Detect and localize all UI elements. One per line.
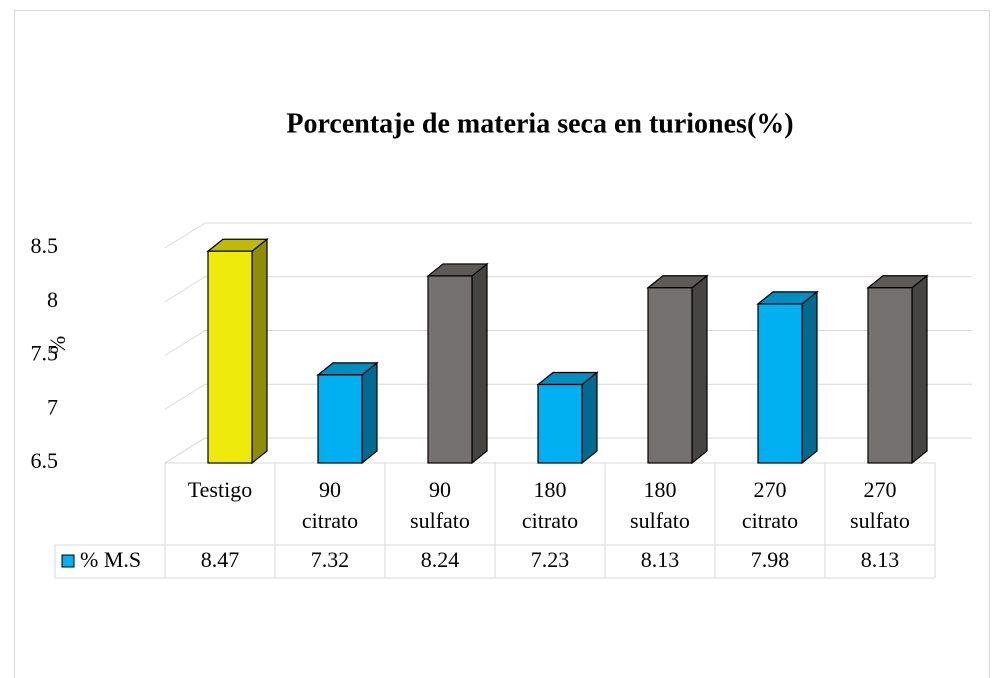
data-table-value: 7.98 <box>751 547 790 572</box>
x-tick-label: 270 citrato <box>742 477 798 533</box>
bar-side <box>251 237 268 465</box>
bar <box>426 262 489 465</box>
x-tick-label: 180 citrato <box>522 477 578 533</box>
bar <box>646 274 709 465</box>
y-tick-label: 7.5 <box>31 341 59 366</box>
bar-side <box>471 262 488 465</box>
legend-swatch <box>61 554 75 568</box>
data-table-value: 7.32 <box>311 547 350 572</box>
bar <box>536 371 599 465</box>
bar-front <box>427 275 473 464</box>
bar-front <box>647 287 693 464</box>
x-tick-label: 90 sulfato <box>410 477 470 533</box>
x-tick-label: Testigo <box>188 477 252 502</box>
x-tick-label: 90 citrato <box>302 477 358 533</box>
bar-side <box>361 361 378 465</box>
data-table-value: 8.13 <box>641 547 680 572</box>
bar <box>316 361 379 465</box>
bar <box>866 274 929 465</box>
y-axis-label: % <box>45 336 70 354</box>
grid-line <box>164 383 206 410</box>
y-tick-label: 8 <box>47 287 58 312</box>
bar <box>756 290 819 465</box>
grid-line <box>164 437 206 464</box>
bar-side <box>911 274 928 465</box>
legend-label: % M.S <box>80 547 141 572</box>
grid-line <box>164 222 206 249</box>
frame <box>14 10 990 678</box>
y-tick-label: 6.5 <box>31 448 59 473</box>
chart-title: Porcentaje de materia seca en turiones(%… <box>286 108 793 139</box>
y-tick-label: 7 <box>47 394 58 419</box>
bar-front <box>537 383 583 464</box>
grid-line <box>164 330 206 356</box>
bar-side <box>801 290 818 465</box>
grid-line <box>164 276 206 303</box>
bar-side <box>691 274 708 465</box>
x-tick-label: 270 sulfato <box>850 477 910 533</box>
data-table-value: 8.47 <box>201 547 240 572</box>
data-table-value: 8.24 <box>421 547 460 572</box>
bar-front <box>317 374 363 464</box>
bar-front <box>867 287 913 464</box>
data-table-value: 8.13 <box>861 547 900 572</box>
bar <box>206 237 269 465</box>
bar-front <box>757 303 803 464</box>
data-table-value: 7.23 <box>531 547 570 572</box>
y-tick-label: 8.5 <box>31 233 59 258</box>
x-tick-label: 180 sulfato <box>630 477 690 533</box>
bar-front <box>207 250 253 464</box>
bar-side <box>581 371 598 465</box>
